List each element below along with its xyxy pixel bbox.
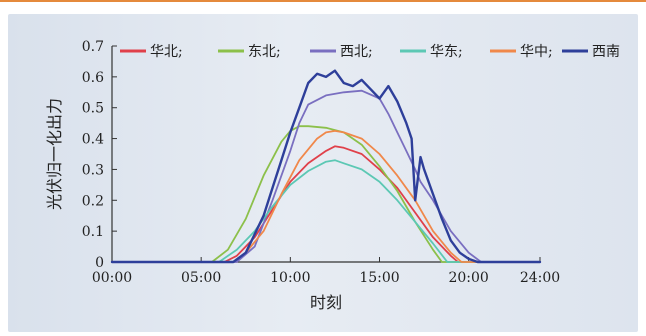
- x-tick-label: 20:00: [448, 270, 488, 286]
- series-line-1: [111, 125, 541, 263]
- y-axis-title: 光伏归一化出力: [45, 98, 64, 210]
- y-tick-label: 0.4: [82, 132, 104, 148]
- y-tick-label: 0.3: [82, 162, 104, 178]
- legend-label-4: 华中;: [520, 44, 553, 60]
- legend-label-0: 华北;: [150, 44, 183, 60]
- y-tick-label: 0.7: [82, 39, 104, 55]
- series-line-3: [111, 159, 541, 263]
- y-tick-label: 0.2: [82, 193, 104, 209]
- x-axis-title: 时刻: [310, 293, 342, 312]
- y-tick-label: 0.6: [82, 70, 104, 86]
- y-tick-label: 0.5: [82, 101, 104, 117]
- series-layer: [110, 69, 542, 264]
- series-line-4: [111, 129, 541, 263]
- y-tick-label: 0.1: [82, 224, 104, 240]
- legend-label-2: 西北;: [340, 44, 373, 60]
- x-tick-label: 10:00: [270, 270, 310, 286]
- legend-label-1: 东北;: [248, 44, 281, 60]
- legend: 华北; 东北; 西北; 华东; 华中; 西南: [120, 44, 620, 60]
- legend-label-5: 西南: [592, 44, 620, 60]
- series-line-2: [111, 89, 541, 263]
- series-line-0: [111, 145, 541, 263]
- x-tick-label: 00:00: [92, 270, 132, 286]
- x-tick-label: 24:00: [520, 270, 560, 286]
- chart-panel: [8, 14, 638, 332]
- x-tick-label: 05:00: [181, 270, 221, 286]
- series-line-5: [110, 69, 542, 264]
- axes: 0 0.1 0.2 0.3 0.4 0.5 0.6 0.7 00:00 05:00 10:00 15:…: [82, 39, 560, 286]
- legend-label-3: 华东;: [430, 44, 463, 60]
- x-tick-label: 15:00: [359, 270, 399, 286]
- y-tick-label: 0: [95, 255, 104, 271]
